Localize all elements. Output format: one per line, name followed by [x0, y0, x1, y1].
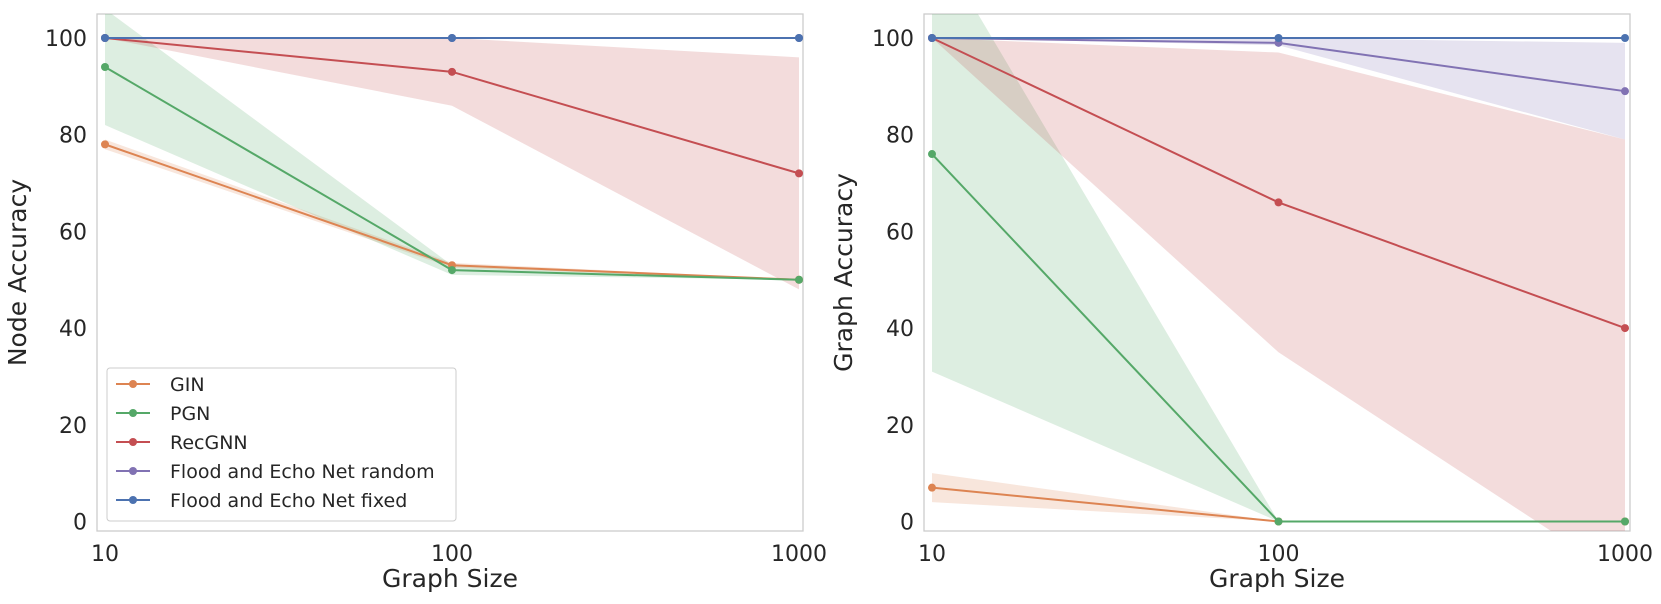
y-axis-label: Graph Accuracy	[829, 173, 858, 372]
legend-label: RecGNN	[170, 432, 248, 454]
y-tick-label: 20	[886, 414, 914, 439]
confidence-band	[932, 473, 1625, 522]
legend-label: PGN	[170, 403, 210, 425]
x-axis-label: Graph Size	[1209, 564, 1345, 593]
y-tick-label: 80	[59, 124, 87, 149]
y-tick-label: 60	[59, 220, 87, 245]
y-tick-label: 40	[886, 317, 914, 342]
legend-label: Flood and Echo Net fixed	[170, 490, 407, 512]
chart-panel-2: 0 20 40 60 80 100 10 100 1000 Graph Size Graph Acc…	[829, 13, 1653, 593]
data-point	[1621, 324, 1629, 333]
legend: GIN PGN RecGNN Flood and Echo Net random Flo…	[106, 367, 457, 522]
data-point	[101, 63, 109, 72]
x-axis-label: Graph Size	[382, 564, 518, 593]
legend-label: GIN	[170, 374, 205, 396]
legend-swatch-marker	[129, 496, 137, 504]
y-tick-label: 60	[886, 220, 914, 245]
legend-swatch-marker	[129, 409, 137, 417]
data-point	[795, 34, 803, 42]
data-point	[1274, 198, 1283, 207]
x-tick-label: 10	[91, 542, 119, 567]
data-point	[101, 140, 109, 149]
data-point	[1274, 517, 1283, 526]
confidence-band	[932, 38, 1625, 531]
data-point	[1274, 34, 1283, 42]
data-point	[928, 483, 936, 492]
y-tick-label: 0	[73, 511, 87, 536]
y-tick-label: 0	[900, 511, 914, 536]
data-point	[448, 266, 456, 275]
x-tick-label: 1000	[1597, 542, 1653, 567]
legend-swatch-marker	[129, 380, 137, 388]
legend-swatch-marker	[129, 438, 137, 446]
y-tick-label: 100	[45, 27, 87, 52]
y-tick-label: 40	[59, 317, 87, 342]
x-tick-label: 10	[918, 542, 946, 567]
x-tick-label: 100	[431, 542, 473, 567]
data-point	[1621, 34, 1629, 42]
data-point	[448, 67, 456, 76]
legend-box	[106, 367, 457, 522]
data-point	[928, 150, 936, 159]
data-point	[448, 34, 456, 42]
x-tick-label: 1000	[771, 542, 827, 567]
chart-panel-1: 0 20 40 60 80 100 10 100 1000 Graph Size Node Accu…	[3, 13, 827, 593]
x-tick-label: 100	[1258, 542, 1300, 567]
data-point	[1621, 517, 1629, 526]
confidence-band	[105, 14, 799, 280]
plot-content	[101, 14, 803, 290]
legend-swatch-marker	[129, 467, 137, 475]
confidence-band	[105, 38, 799, 290]
confidence-band	[932, 14, 1625, 522]
legend-label: Flood and Echo Net random	[170, 461, 435, 483]
confidence-band	[932, 38, 1625, 140]
data-point	[928, 34, 936, 42]
y-tick-label: 80	[886, 124, 914, 149]
plot-content	[928, 14, 1629, 531]
y-tick-label: 100	[872, 27, 914, 52]
data-point	[1621, 87, 1629, 96]
y-tick-label: 20	[59, 414, 87, 439]
data-point	[101, 34, 109, 42]
plot-area	[923, 13, 1631, 532]
data-point	[795, 275, 803, 284]
y-axis-label: Node Accuracy	[3, 179, 32, 367]
data-point	[795, 169, 803, 178]
